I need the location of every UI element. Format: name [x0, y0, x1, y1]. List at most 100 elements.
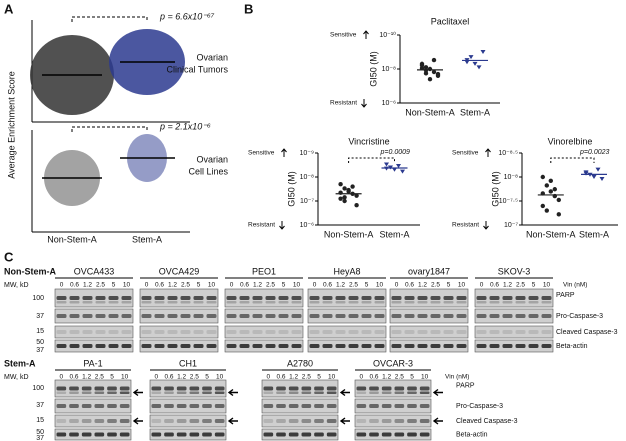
band [56, 391, 67, 394]
blot [354, 428, 432, 441]
dose: 10 [208, 282, 216, 289]
band [322, 301, 333, 304]
band [335, 314, 346, 318]
dose: 0 [395, 282, 399, 289]
band [121, 296, 132, 300]
band [489, 314, 500, 318]
band [176, 404, 187, 408]
band [263, 404, 274, 408]
resistant-label: Resistant [452, 222, 479, 229]
blot [474, 288, 554, 308]
blot [354, 398, 432, 414]
band [69, 314, 80, 318]
band [288, 432, 299, 437]
dot [427, 77, 433, 82]
band [369, 391, 379, 394]
band [541, 301, 552, 304]
p-value: p = 6.6x10⁻⁶⁷ [159, 11, 215, 21]
blot [261, 428, 339, 441]
dose: 0 [230, 282, 234, 289]
band [263, 386, 274, 391]
band [189, 391, 200, 394]
blot [261, 379, 339, 398]
blot [307, 339, 387, 353]
band [202, 391, 212, 394]
band [404, 330, 415, 334]
band [180, 296, 191, 300]
chart-title: Paclitaxel [431, 16, 470, 26]
band [119, 391, 130, 394]
band [56, 330, 67, 334]
dose: 2.5 [516, 282, 525, 289]
blot [474, 339, 554, 353]
band [288, 386, 299, 391]
band [443, 344, 454, 348]
band [276, 432, 286, 437]
dose: 5 [112, 282, 116, 289]
band [419, 386, 430, 391]
band [206, 314, 217, 318]
blot [261, 414, 339, 428]
band [301, 432, 312, 437]
dose: 0 [60, 374, 64, 381]
band [361, 314, 372, 318]
arrow [485, 148, 491, 157]
x-tick-label: Stem-A [379, 229, 409, 239]
band [180, 301, 191, 304]
band [278, 296, 289, 300]
dose: 2.5 [95, 374, 104, 381]
band [322, 330, 333, 334]
dot [548, 178, 553, 184]
cell-line: SKOV-3 [498, 266, 531, 276]
band [193, 314, 204, 318]
y-tick-label: 10⁻⁷ [504, 222, 518, 229]
band [515, 344, 526, 348]
band [322, 296, 333, 300]
blot [139, 339, 219, 353]
band-label: Beta-actin [556, 343, 588, 350]
arrow [339, 417, 350, 425]
cell-line: OVCA429 [159, 266, 200, 276]
band [151, 404, 162, 408]
band [528, 330, 539, 334]
band [164, 432, 174, 437]
band [443, 296, 454, 300]
band [154, 330, 165, 334]
blot [54, 428, 132, 441]
band [291, 296, 302, 300]
mw-label: MW, kD [4, 374, 29, 381]
dose: 1.2 [177, 374, 186, 381]
band [361, 330, 372, 334]
band [252, 344, 263, 348]
band [265, 330, 276, 334]
band [265, 301, 276, 304]
band [419, 419, 430, 423]
dot [342, 195, 347, 200]
band [263, 419, 274, 423]
band [291, 330, 302, 334]
blot [389, 325, 469, 339]
dose: 0.6 [164, 374, 173, 381]
dose: 5 [410, 374, 414, 381]
band [407, 419, 417, 423]
plot-title: Clinical Tumors [166, 64, 228, 74]
band [119, 419, 130, 423]
dot [342, 198, 347, 204]
band [515, 296, 526, 300]
section-title: Stem-A [4, 358, 36, 368]
band [502, 330, 513, 334]
band [121, 330, 132, 334]
band [430, 330, 441, 334]
band [193, 296, 204, 300]
blot [149, 379, 227, 398]
resistant-label: Resistant [330, 100, 357, 107]
dot [556, 212, 561, 217]
dose: 2.5 [190, 374, 199, 381]
band [456, 344, 467, 348]
band [335, 301, 346, 304]
band [81, 419, 92, 423]
band [314, 404, 324, 408]
y-tick-label: 10⁻⁶ [300, 222, 314, 229]
band [107, 419, 117, 423]
band [141, 301, 152, 304]
